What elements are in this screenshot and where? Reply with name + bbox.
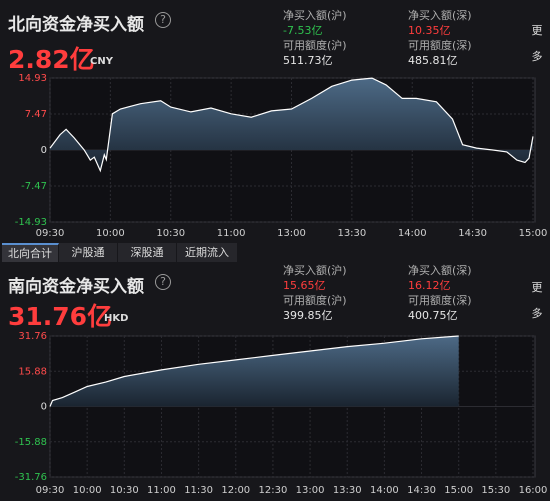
y-tick-label: -7.47: [21, 181, 47, 192]
stat-value: 16.12亿: [408, 279, 451, 292]
x-tick-label: 13:00: [296, 485, 325, 496]
stat-value: 485.81亿: [408, 54, 458, 67]
y-tick-label: -15.88: [15, 437, 47, 448]
south-amount: 31.76亿: [8, 302, 113, 331]
north-currency: CNY: [90, 56, 113, 67]
x-tick-label: 10:00: [96, 228, 125, 239]
stat-value: -7.53亿: [283, 24, 323, 37]
x-tick-label: 13:30: [333, 485, 362, 496]
stat-value: 399.85亿: [283, 309, 333, 322]
stat-label: 可用额度(沪): [283, 39, 347, 52]
area-fill: [50, 336, 459, 407]
plot-frame: [49, 335, 536, 478]
north-title: 北向资金净买入额: [8, 15, 144, 35]
stat-label: 净买入额(深): [408, 9, 472, 22]
stat-label: 可用额度(沪): [283, 294, 347, 307]
x-tick-label: 10:00: [73, 485, 102, 496]
y-tick-label: 15.88: [18, 366, 47, 377]
x-tick-label: 14:00: [370, 485, 399, 496]
x-tick-label: 09:30: [36, 485, 65, 496]
x-tick-label: 15:00: [444, 485, 473, 496]
stat-value: 10.35亿: [408, 24, 451, 37]
north-more[interactable]: 更多: [531, 24, 543, 63]
x-tick-label: 11:00: [217, 228, 246, 239]
help-icon[interactable]: ?: [155, 274, 171, 290]
y-tick-label: -14.93: [15, 217, 47, 228]
south-title: 南向资金净买入额: [8, 277, 144, 297]
x-tick-label: 10:30: [156, 228, 185, 239]
x-tick-label: 13:30: [337, 228, 366, 239]
x-tick-label: 13:00: [277, 228, 306, 239]
x-tick-label: 14:30: [458, 228, 487, 239]
x-tick-label: 14:00: [398, 228, 427, 239]
x-tick-label: 15:30: [481, 485, 510, 496]
x-tick-label: 15:00: [519, 228, 548, 239]
stat-value: 400.75亿: [408, 309, 458, 322]
x-tick-label: 14:30: [407, 485, 436, 496]
stat-label: 可用额度(深): [408, 39, 472, 52]
stat-label: 净买入额(深): [408, 264, 472, 277]
stat-value: 15.65亿: [283, 279, 326, 292]
x-tick-label: 11:30: [184, 485, 213, 496]
tab[interactable]: 深股通: [118, 243, 177, 262]
x-tick-label: 12:00: [221, 485, 250, 496]
area-fill: [50, 78, 533, 171]
stat-value: 511.73亿: [283, 54, 333, 67]
y-tick-label: 7.47: [25, 109, 47, 120]
stat-label: 净买入额(沪): [283, 264, 347, 277]
y-tick-label: 0: [41, 402, 47, 413]
line: [49, 335, 459, 407]
north-amount: 2.82亿: [8, 45, 95, 74]
x-tick-label: 10:30: [110, 485, 139, 496]
tab[interactable]: 近期流入: [177, 243, 238, 262]
x-tick-label: 12:30: [259, 485, 288, 496]
line: [49, 77, 534, 173]
x-tick-label: 09:30: [36, 228, 65, 239]
help-icon[interactable]: ?: [155, 12, 171, 28]
stat-label: 可用额度(深): [408, 294, 472, 307]
south-more[interactable]: 更多: [531, 281, 543, 320]
tab[interactable]: 北向合计: [2, 243, 59, 262]
tab[interactable]: 沪股通: [59, 243, 118, 262]
x-tick-label: 16:00: [519, 485, 548, 496]
y-tick-label: 14.93: [18, 73, 47, 84]
y-tick-label: -31.76: [15, 472, 47, 483]
x-tick-label: 11:00: [147, 485, 176, 496]
south-currency: HKD: [104, 313, 129, 324]
y-tick-label: 0: [41, 145, 47, 156]
stat-label: 净买入额(沪): [283, 9, 347, 22]
